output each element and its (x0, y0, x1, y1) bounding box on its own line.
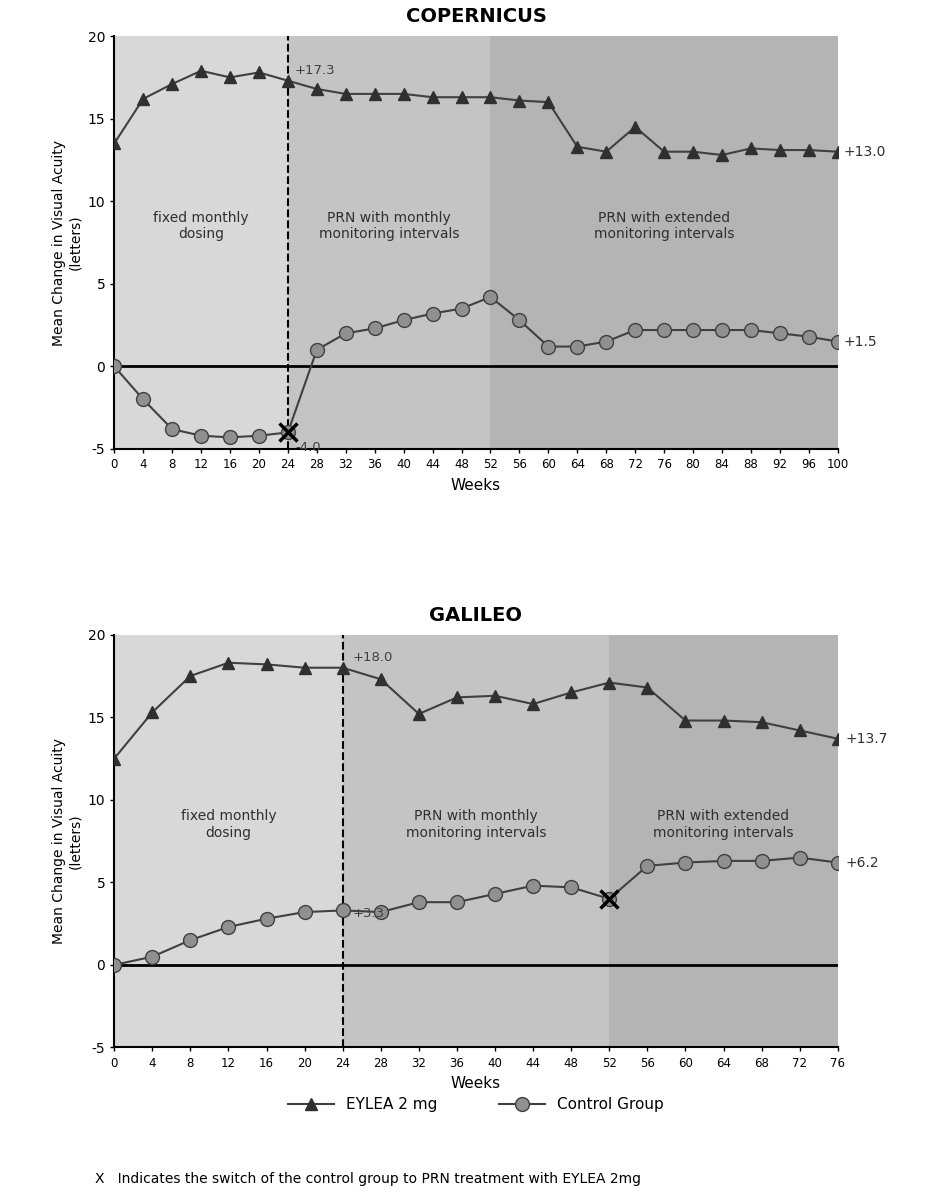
Text: PRN with extended
monitoring intervals: PRN with extended monitoring intervals (653, 809, 794, 839)
Legend: EYLEA 2 mg, Control Group: EYLEA 2 mg, Control Group (282, 1091, 670, 1119)
Text: fixed monthly
dosing: fixed monthly dosing (153, 211, 248, 241)
Y-axis label: Mean Change in Visual Acuity
(letters): Mean Change in Visual Acuity (letters) (51, 140, 82, 346)
Text: +13.7: +13.7 (845, 732, 888, 745)
Text: +17.3: +17.3 (295, 64, 336, 77)
Title: COPERNICUS: COPERNICUS (406, 7, 546, 26)
Bar (114, 36, 288, 449)
Text: -4.0: -4.0 (295, 441, 321, 454)
Text: +1.5: +1.5 (843, 335, 877, 349)
Text: PRN with monthly
monitoring intervals: PRN with monthly monitoring intervals (319, 211, 460, 241)
Text: +3.3: +3.3 (352, 907, 385, 920)
Text: fixed monthly
dosing: fixed monthly dosing (181, 809, 276, 839)
Text: PRN with monthly
monitoring intervals: PRN with monthly monitoring intervals (406, 809, 546, 839)
Bar (490, 36, 838, 449)
Bar (609, 635, 838, 1047)
Bar (343, 635, 609, 1047)
Y-axis label: Mean Change in Visual Acuity
(letters): Mean Change in Visual Acuity (letters) (51, 738, 82, 944)
Title: GALILEO: GALILEO (429, 606, 523, 625)
X-axis label: Weeks: Weeks (451, 1076, 501, 1092)
Text: PRN with extended
monitoring intervals: PRN with extended monitoring intervals (594, 211, 734, 241)
Bar (288, 36, 490, 449)
Text: +6.2: +6.2 (845, 856, 879, 869)
Text: +18.0: +18.0 (352, 651, 392, 665)
Text: X   Indicates the switch of the control group to PRN treatment with EYLEA 2mg: X Indicates the switch of the control gr… (95, 1171, 642, 1186)
X-axis label: Weeks: Weeks (451, 478, 501, 492)
Bar (114, 635, 343, 1047)
Text: +13.0: +13.0 (843, 144, 886, 159)
